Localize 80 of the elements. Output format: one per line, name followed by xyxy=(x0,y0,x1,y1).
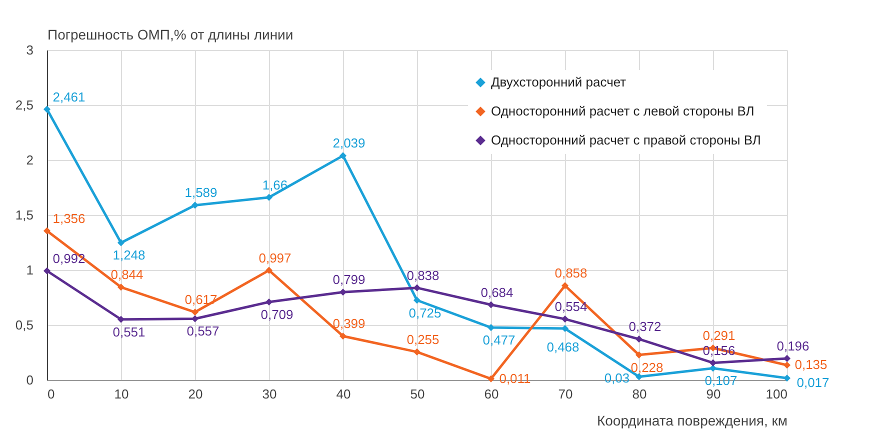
data-label: 0,844 xyxy=(110,267,144,282)
y-tick-label: 0,5 xyxy=(15,318,34,332)
point xyxy=(339,288,347,296)
x-tick-label: 60 xyxy=(484,386,499,402)
y-tick-label: 1,5 xyxy=(15,208,34,222)
point xyxy=(117,284,125,291)
data-label: 0,017 xyxy=(796,375,830,390)
x-tick-label: 40 xyxy=(336,386,351,402)
data-label: 0,399 xyxy=(332,316,366,332)
point xyxy=(413,348,421,356)
point xyxy=(635,336,643,343)
data-label: 0,997 xyxy=(258,250,292,266)
data-label: 0,291 xyxy=(702,328,736,343)
point xyxy=(561,316,569,323)
point xyxy=(783,362,791,369)
point xyxy=(487,301,495,308)
y-tick-label: 3 xyxy=(26,42,34,58)
data-label: 0,135 xyxy=(794,357,828,372)
data-label: 0,228 xyxy=(630,360,664,375)
data-label: 1,356 xyxy=(52,210,86,226)
data-label: 1,248 xyxy=(112,248,146,263)
point xyxy=(487,375,495,382)
x-tick-label: 70 xyxy=(558,386,573,402)
data-label: 0,107 xyxy=(704,373,738,388)
y-axis-title: Погрешность ОМП,% от длины линии xyxy=(48,26,294,42)
y-tick-label: 0 xyxy=(26,372,34,388)
data-label: 0,725 xyxy=(408,305,442,320)
point xyxy=(43,227,51,234)
x-tick-label: 80 xyxy=(632,386,647,402)
x-tick-label: 0 xyxy=(48,386,55,402)
point xyxy=(709,364,717,372)
point xyxy=(339,332,347,340)
point xyxy=(43,106,51,113)
y-tick-label: 1 xyxy=(26,262,34,278)
data-label: 0,858 xyxy=(554,266,588,281)
data-label: 0,468 xyxy=(546,340,580,355)
data-label: 0,551 xyxy=(112,324,146,340)
data-label: 0,372 xyxy=(628,319,662,334)
data-label: 2,039 xyxy=(332,136,366,151)
data-label: 0,992 xyxy=(52,250,86,266)
point xyxy=(117,239,125,246)
point xyxy=(43,267,51,274)
data-label: 0,617 xyxy=(184,292,218,308)
data-label: 0,709 xyxy=(260,307,294,322)
point xyxy=(265,298,273,306)
data-label: 0,255 xyxy=(406,332,440,347)
x-tick-label: 30 xyxy=(262,386,277,402)
legend-label: Односторонний расчет с правой стороны ВЛ xyxy=(491,132,761,148)
point xyxy=(413,296,421,304)
legend-label: Двухсторонний расчет xyxy=(491,74,626,90)
data-label: 0,554 xyxy=(554,299,588,314)
x-tick-label: 10 xyxy=(114,386,129,402)
point xyxy=(265,194,273,201)
x-tick-label: 90 xyxy=(706,386,721,402)
point xyxy=(561,282,569,290)
point xyxy=(191,308,199,316)
x-tick-label: 100 xyxy=(766,386,788,402)
data-label: 0,799 xyxy=(332,272,366,288)
point xyxy=(191,315,199,322)
data-label: 0,196 xyxy=(776,338,810,354)
data-label: 1,589 xyxy=(184,185,218,200)
point xyxy=(265,266,273,274)
point xyxy=(413,284,421,292)
x-tick-label: 20 xyxy=(188,386,203,402)
point xyxy=(783,374,791,382)
data-label: 0,477 xyxy=(482,332,516,348)
data-label: 2,461 xyxy=(52,89,86,104)
point xyxy=(339,152,347,160)
data-label: 0,838 xyxy=(406,268,440,283)
x-axis-title: Координата повреждения, км xyxy=(596,412,788,428)
point xyxy=(635,351,643,358)
y-tick-label: 2 xyxy=(26,152,34,168)
data-label: 0,011 xyxy=(499,370,531,386)
y-tick-label: 2,5 xyxy=(15,98,34,112)
data-label: 0,557 xyxy=(186,324,220,339)
data-label: 0,684 xyxy=(480,284,514,300)
legend-label: Односторонний расчет с левой стороны ВЛ xyxy=(491,104,754,118)
data-label: 0,03 xyxy=(604,370,630,386)
point xyxy=(191,202,199,209)
x-tick-label: 50 xyxy=(410,386,425,402)
